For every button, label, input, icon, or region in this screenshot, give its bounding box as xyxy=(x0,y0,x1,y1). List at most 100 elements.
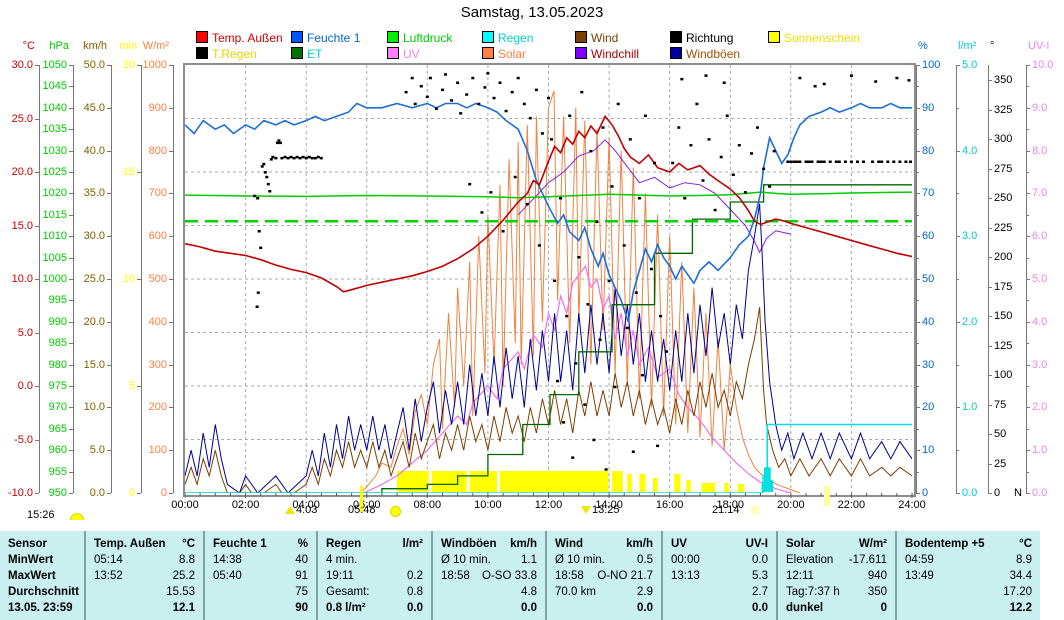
axis-tick xyxy=(69,321,73,323)
axis-tick xyxy=(1026,236,1030,238)
direction-dot xyxy=(837,160,841,163)
axis-tick xyxy=(107,193,111,195)
legend-label: ET xyxy=(307,47,323,61)
table-column-header: UV UV-I xyxy=(663,536,776,552)
axis-tick xyxy=(1026,65,1030,66)
table-row: 12.1 xyxy=(86,600,203,616)
axis-tick-label: 30.0 xyxy=(11,59,33,71)
axis-tick-label: 0 xyxy=(128,487,135,499)
sunshine-bar xyxy=(627,474,632,492)
axis-tick-label: 960 xyxy=(48,444,67,457)
direction-dot xyxy=(604,468,608,471)
direction-dot xyxy=(568,114,572,117)
direction-dot xyxy=(534,88,538,92)
direction-dot xyxy=(289,155,293,159)
axis-minor-tick xyxy=(956,450,959,452)
legend-item-sonnenschein: Sonnenschein xyxy=(768,31,861,45)
axis-minor-tick xyxy=(1026,257,1029,259)
cell-value: 0.0 xyxy=(752,554,768,566)
axis-tick xyxy=(916,65,920,66)
direction-dot xyxy=(598,338,602,341)
sunshine-bar xyxy=(431,471,467,492)
axis-tick-label: 15 xyxy=(122,166,135,178)
axis-tick-label: 5.0 xyxy=(89,444,105,457)
axis-tick-label: 7.0 xyxy=(1032,187,1048,200)
direction-dot xyxy=(480,211,484,214)
direction-dot xyxy=(828,160,832,163)
axis-tick xyxy=(916,321,920,323)
direction-dot xyxy=(501,230,505,233)
direction-dot xyxy=(595,220,599,224)
axis-tick xyxy=(169,107,173,109)
x-axis-label: 16:00 xyxy=(655,499,684,511)
axis-tick-label: 1030 xyxy=(42,144,67,157)
cell-value: 1.1 xyxy=(521,554,537,566)
direction-dot xyxy=(772,149,776,153)
axis-tick-label: 5 xyxy=(128,380,135,392)
sunshine-bar xyxy=(686,480,691,492)
legend-item-regen: Regen xyxy=(482,31,533,45)
axis-tick xyxy=(988,286,992,288)
direction-dot xyxy=(278,141,282,145)
cell-value: 40 xyxy=(295,554,308,566)
direction-dot xyxy=(904,160,908,163)
axis-tick xyxy=(107,150,111,152)
direction-dot xyxy=(425,95,429,99)
direction-dot xyxy=(444,73,447,76)
axis-unit-label: % xyxy=(918,40,928,52)
row-label: MinWert xyxy=(8,554,54,566)
axis-tick xyxy=(956,493,960,494)
plot-svg xyxy=(185,65,912,493)
axis-minor-tick xyxy=(956,364,959,366)
axis-tick-label: 50 xyxy=(922,273,935,285)
axis-tick xyxy=(35,279,39,280)
axis-tick-label: 1015 xyxy=(42,208,67,221)
axis-tick xyxy=(69,428,73,430)
legend-item-wind: Wind xyxy=(575,31,618,45)
sunshine-bar xyxy=(653,478,658,492)
sunrise-icon xyxy=(390,506,401,517)
direction-dot xyxy=(465,93,469,96)
axis-tick xyxy=(169,407,173,409)
direction-dot xyxy=(849,160,853,163)
plot-frame xyxy=(183,63,916,497)
axis-unit-label: hPa xyxy=(49,40,69,52)
direction-dot xyxy=(701,179,705,182)
axis-tick xyxy=(35,493,39,494)
axis-tick-label: 5.0 xyxy=(962,59,978,71)
axis-line xyxy=(988,65,989,493)
axis-tick-label: 965 xyxy=(48,422,67,435)
legend-label: Windböen xyxy=(686,47,741,61)
axis-tick xyxy=(988,375,992,377)
axis-tick-label: 1045 xyxy=(42,80,67,93)
cell-time: 04:59 xyxy=(905,554,934,566)
direction-dot xyxy=(310,156,314,160)
direction-dot xyxy=(274,156,278,160)
direction-dot xyxy=(798,76,802,80)
direction-dot xyxy=(907,79,911,82)
legend-label: Temp. Außen xyxy=(212,31,283,45)
table-column-header: Regen l/m² xyxy=(318,536,431,552)
table-row: 14:38 40 xyxy=(205,552,316,568)
legend-label: Sonnenschein xyxy=(784,31,861,45)
axis-tick xyxy=(988,493,992,494)
axis-minor-tick xyxy=(1026,386,1029,387)
axis-tick xyxy=(169,65,173,66)
direction-dot xyxy=(516,76,520,80)
axis-tick xyxy=(137,386,141,387)
table-column-uv: UV UV-I 00:00 0.0 13:13 5.3 2.7 0.0 xyxy=(663,531,778,620)
axis-tick xyxy=(137,65,141,66)
axis-tick-label: 15.0 xyxy=(11,219,33,232)
legend-label: Solar xyxy=(498,47,527,61)
axis-tick-label: 0.0 xyxy=(89,487,105,499)
x-axis-label: 20:00 xyxy=(777,499,805,511)
axis-unit-label: km/h xyxy=(83,40,107,52)
direction-dot xyxy=(492,96,496,100)
axis-tick xyxy=(1026,107,1030,109)
x-axis-label: 00:00 xyxy=(171,499,199,511)
direction-dot xyxy=(813,85,817,88)
axis-tick-label: 4.0 xyxy=(1032,315,1048,328)
table-row: 12:11 940 xyxy=(778,568,895,584)
legend-swatch-icon xyxy=(196,31,208,43)
direction-dot xyxy=(613,385,617,389)
